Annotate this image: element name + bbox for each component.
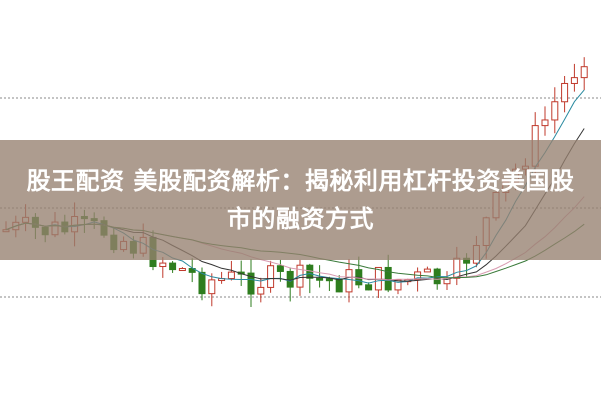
candle-body — [423, 268, 431, 273]
candle-body — [394, 279, 402, 291]
candle-body — [325, 278, 333, 282]
candle-body — [257, 286, 265, 295]
candle-body — [198, 271, 206, 295]
candle-body — [178, 268, 186, 272]
candle-body — [335, 278, 343, 293]
candle-body — [570, 77, 578, 84]
candle-body — [541, 119, 549, 127]
candle-body — [551, 101, 559, 121]
candle-body — [384, 266, 392, 291]
candle-body — [453, 257, 461, 279]
candle-body — [159, 262, 167, 268]
candle-body — [169, 262, 177, 271]
candle-body — [208, 279, 216, 295]
article-title: 股王配资 美股配资解析：揭秘利用杠杆投资美国股市的融资方式 — [26, 167, 575, 233]
candle-body — [365, 284, 373, 291]
candle-body — [247, 272, 255, 295]
candle-body — [345, 269, 353, 293]
candle-body — [580, 66, 588, 79]
candle-body — [276, 265, 284, 272]
candle-body — [296, 264, 304, 288]
title-banner: 股王配资 美股配资解析：揭秘利用杠杆投资美国股市的融资方式 — [0, 140, 601, 260]
candle-body — [227, 271, 235, 280]
candle-body — [316, 277, 324, 281]
candle-body — [561, 82, 569, 103]
candle-body — [267, 265, 275, 288]
